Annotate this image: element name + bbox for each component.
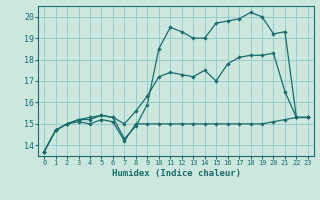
X-axis label: Humidex (Indice chaleur): Humidex (Indice chaleur) [111, 169, 241, 178]
